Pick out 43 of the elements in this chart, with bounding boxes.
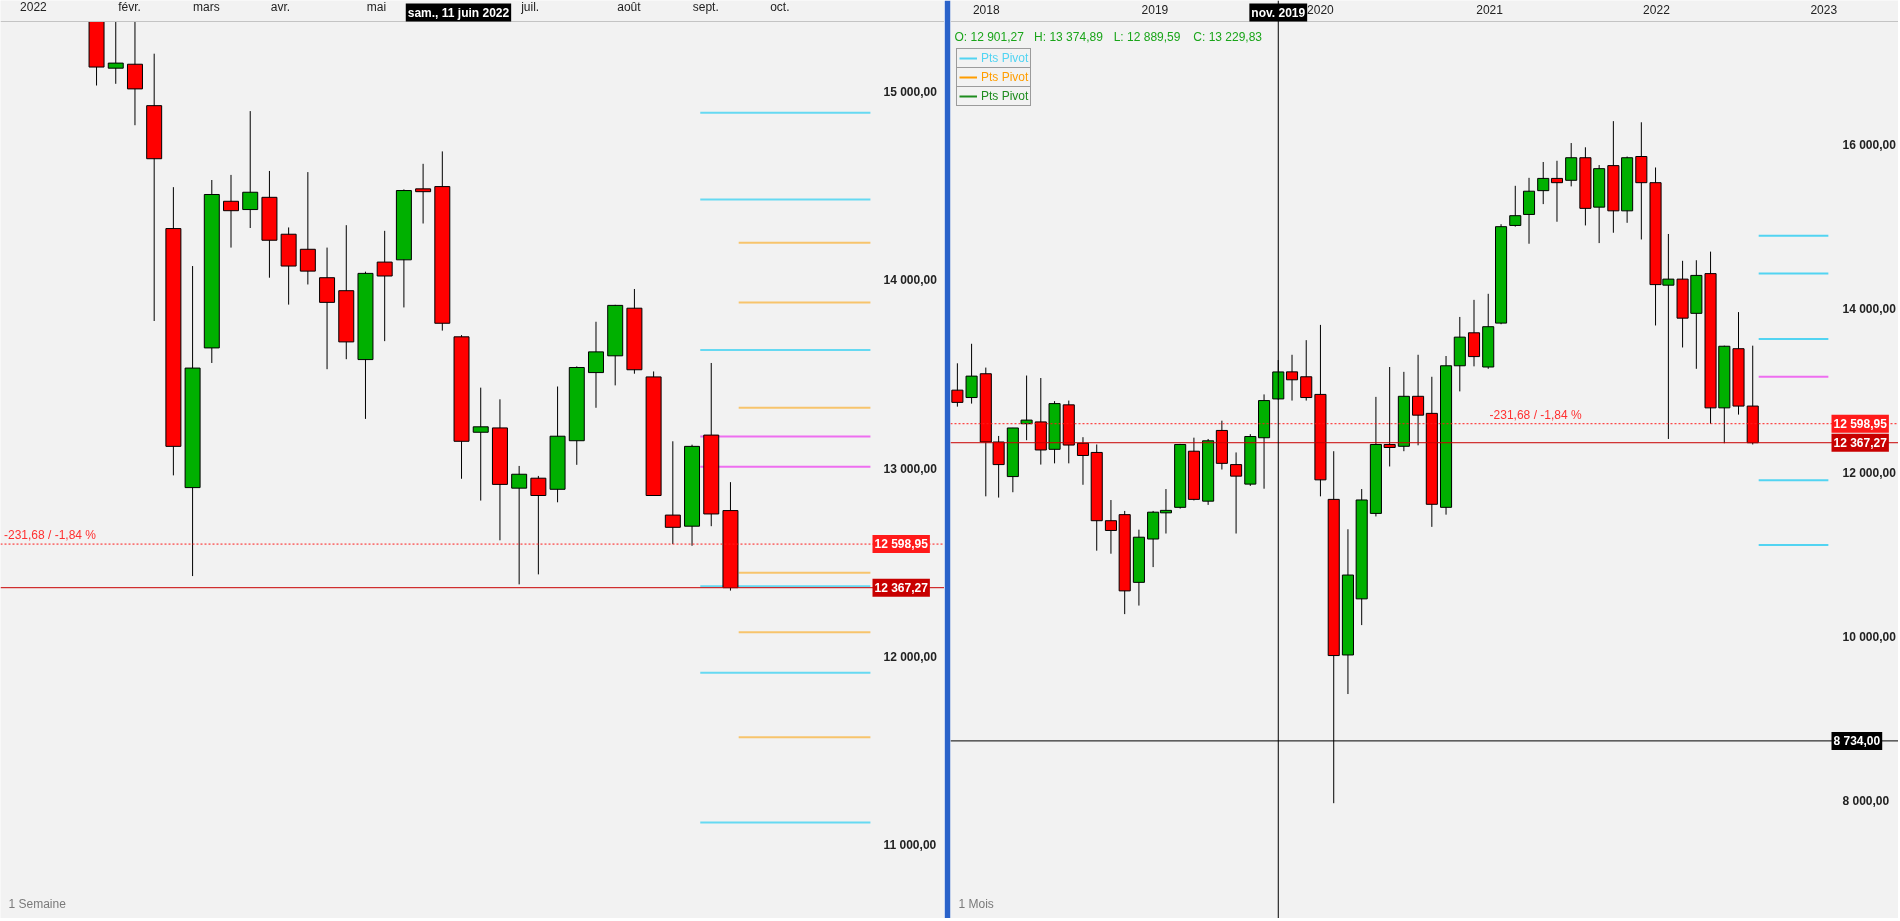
- x-tick-label: mai: [366, 0, 387, 14]
- ref-line-label: 12 598,95: [1833, 416, 1888, 431]
- x-tick-label: août: [617, 0, 642, 14]
- annotation: -231,68 / -1,84 %: [3, 528, 97, 543]
- y-tick-label: 8 000,00: [1842, 794, 1890, 809]
- x-tick-label: juil.: [520, 0, 540, 14]
- x-tick-label: 2019: [1141, 2, 1169, 17]
- y-tick-label: 12 000,00: [883, 649, 938, 664]
- annotation: -231,68 / -1,84 %: [1489, 407, 1582, 422]
- ref-line-label: nov. 2019: [1251, 5, 1306, 20]
- x-tick-label: 2022: [1643, 2, 1671, 17]
- legend-label: Pts Pivot: [981, 89, 1029, 103]
- legend-label: Pts Pivot: [981, 51, 1029, 65]
- y-tick-label: 16 000,00: [1842, 137, 1897, 152]
- x-tick-label: avr.: [270, 0, 291, 14]
- annotation: 1 Semaine: [8, 896, 67, 911]
- y-tick-label: 14 000,00: [1842, 301, 1897, 316]
- y-tick-label: 12 000,00: [1842, 465, 1897, 480]
- y-tick-label: 10 000,00: [1842, 630, 1897, 645]
- annotation: 1 Mois: [958, 896, 994, 911]
- y-tick-label: 11 000,00: [883, 838, 937, 853]
- annotation: L: 12 889,59: [1113, 29, 1181, 44]
- annotation: O: 12 901,27: [954, 29, 1025, 44]
- y-tick-label: 15 000,00: [883, 85, 938, 100]
- legend-label: Pts Pivot: [981, 70, 1029, 84]
- ref-line-label: 8 734,00: [1833, 733, 1881, 748]
- x-tick-label: 2020: [1307, 2, 1335, 17]
- ref-line-label: 12 367,27: [1833, 435, 1888, 450]
- x-tick-label: 2021: [1476, 2, 1504, 17]
- ref-line-label: 12 598,95: [874, 537, 929, 552]
- x-tick-label: sept.: [692, 0, 719, 14]
- annotation: C: 13 229,83: [1193, 29, 1263, 44]
- annotation: H: 13 374,89: [1034, 29, 1104, 44]
- x-tick-label: 2018: [972, 2, 1000, 17]
- x-tick-label: 2022: [20, 0, 48, 14]
- x-tick-label: mars: [192, 0, 220, 14]
- ref-line-label: 12 367,27: [874, 580, 929, 595]
- text: sam., 11 juin 2022: [407, 5, 510, 20]
- x-tick-label: oct.: [770, 0, 790, 14]
- y-tick-label: 13 000,00: [883, 461, 938, 476]
- x-tick-label: 2023: [1810, 2, 1838, 17]
- y-tick-label: 14 000,00: [883, 273, 938, 288]
- x-tick-label: févr.: [118, 0, 141, 14]
